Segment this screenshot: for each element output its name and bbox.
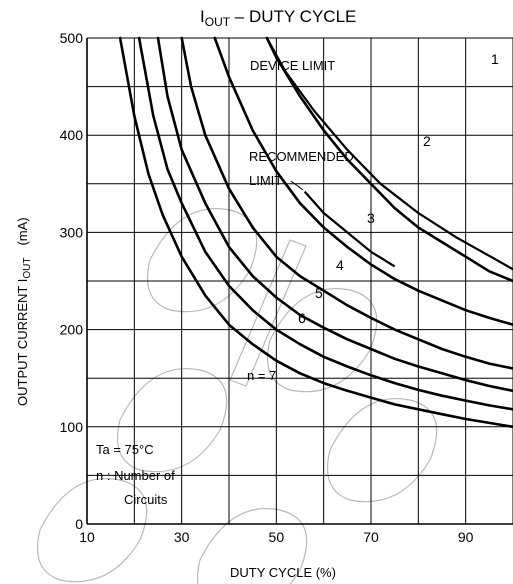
series-line-3 [213, 36, 513, 326]
curve-label-5: 5 [315, 285, 323, 301]
x-tick-label: 90 [458, 529, 474, 545]
y-tick-label: 500 [60, 30, 84, 46]
y-tick-label: 300 [60, 224, 84, 240]
recommended-limit-line [303, 190, 396, 268]
series-line-4 [180, 36, 513, 370]
y-tick-label: 200 [60, 322, 84, 338]
series-line-6 [137, 36, 513, 411]
watermark-outline [36, 208, 438, 584]
y-axis-label-unit: (mA) [15, 217, 30, 245]
series-line-5 [156, 36, 513, 393]
series-line-7 [118, 36, 513, 429]
x-tick-label: 70 [363, 529, 379, 545]
tick-labels: 10 30 50 70 90 0 100 200 300 400 500 [60, 30, 474, 545]
curve-label-4: 4 [336, 257, 344, 273]
curve-label-7: n = 7 [247, 368, 276, 383]
curve-label-1: 1 [491, 51, 499, 67]
y-axis-label-main: OUTPUT CURRENT I [15, 279, 30, 406]
title-i: I [200, 7, 205, 26]
y-tick-label: 0 [75, 516, 83, 532]
x-tick-label: 10 [79, 529, 95, 545]
condition-circuits: Circuits [124, 492, 168, 507]
series-line-2 [265, 36, 513, 283]
recommended-limit-label-1: RECOMMENDED [249, 149, 354, 164]
recommended-limit-label-2: LIMIT [249, 173, 282, 188]
recommended-limit-leader [290, 180, 304, 191]
device-limit-line [265, 37, 513, 271]
y-axis-label: OUTPUT CURRENT IOUT (mA) [15, 217, 33, 406]
x-tick-label: 50 [269, 529, 285, 545]
y-tick-label: 400 [60, 127, 84, 143]
curve-label-3: 3 [367, 210, 375, 226]
title-sub: OUT [205, 15, 231, 29]
data-curves [118, 36, 513, 429]
device-limit-label: DEVICE LIMIT [250, 58, 335, 73]
curve-label-2: 2 [423, 133, 431, 149]
y-axis-label-sub: OUT [22, 258, 33, 279]
x-axis-label: DUTY CYCLE (%) [230, 565, 336, 580]
x-tick-label: 30 [174, 529, 190, 545]
y-tick-label: 100 [60, 419, 84, 435]
condition-ta: Ta = 75°C [96, 442, 154, 457]
chart-title: IOUT – DUTY CYCLE [200, 7, 356, 29]
grid-lines [86, 37, 513, 525]
condition-n: n : Number of [96, 468, 175, 483]
curve-label-6: 6 [298, 310, 306, 326]
title-rest: – DUTY CYCLE [230, 7, 356, 26]
